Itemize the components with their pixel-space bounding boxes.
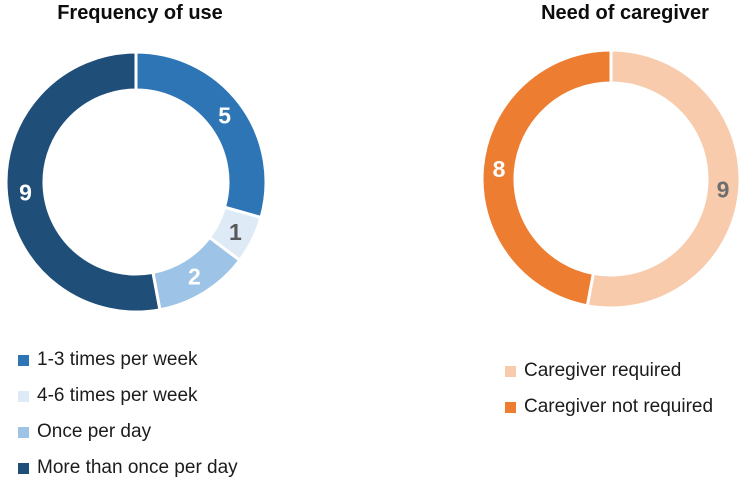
legend-item: 1-3 times per week	[18, 342, 238, 378]
legend-swatch	[18, 462, 29, 474]
legend-item: Caregiver required	[505, 353, 713, 389]
legend-swatch	[18, 390, 29, 402]
chart-legend: 1-3 times per week 4-6 times per week Once…	[18, 342, 238, 483]
chart-title: Need of caregiver	[541, 2, 709, 24]
data-label: 2	[188, 264, 201, 290]
data-label: 9	[19, 179, 32, 205]
data-label: 9	[717, 177, 730, 203]
legend-label: Caregiver required	[524, 360, 682, 381]
legend-label: Once per day	[37, 421, 152, 442]
data-label: 1	[229, 219, 242, 245]
legend-item: 4-6 times per week	[18, 378, 238, 414]
chart-title: Frequency of use	[57, 2, 223, 24]
donut-segment	[480, 48, 613, 308]
legend-swatch	[18, 354, 29, 366]
legend-item: Once per day	[18, 414, 238, 450]
donut-segment	[4, 50, 162, 314]
donut-segment	[134, 50, 268, 220]
legend-item: More than once per day	[18, 450, 238, 483]
legend-swatch	[505, 365, 516, 377]
legend-label: More than once per day	[37, 457, 238, 478]
donut-chart: 5 1 2 9	[4, 50, 268, 314]
legend-label: 4-6 times per week	[37, 385, 198, 406]
data-label: 8	[493, 156, 506, 182]
data-label: 5	[218, 102, 231, 128]
legend-item: Caregiver not required	[505, 389, 713, 425]
legend-swatch	[18, 426, 29, 438]
legend-label: Caregiver not required	[524, 396, 714, 417]
legend-swatch	[505, 401, 516, 413]
chart-legend: Caregiver required Caregiver not required	[505, 353, 713, 425]
donut-segment	[585, 48, 742, 310]
legend-label: 1-3 times per week	[37, 349, 198, 370]
donut-chart: 98	[480, 48, 742, 310]
